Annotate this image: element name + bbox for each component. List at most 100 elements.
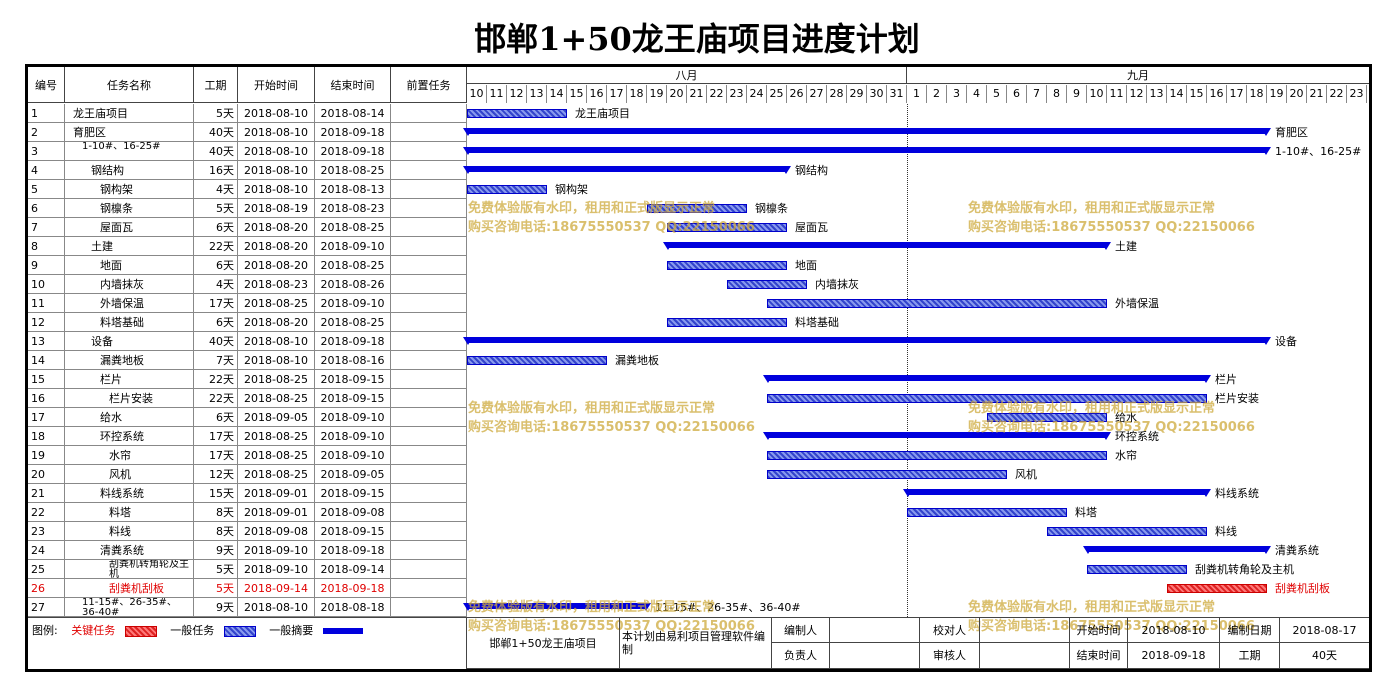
footer-duration-value: 40天 xyxy=(1280,643,1369,669)
task-bar[interactable] xyxy=(767,470,1007,479)
task-id-cell: 8 xyxy=(28,237,65,256)
day-label: 26 xyxy=(787,85,807,103)
task-start-cell: 2018-08-10 xyxy=(238,123,315,142)
day-label: 19 xyxy=(1267,85,1287,103)
footer-start-label: 开始时间 xyxy=(1070,617,1128,643)
summary-bar[interactable] xyxy=(463,337,1271,345)
summary-bar[interactable] xyxy=(463,603,651,611)
day-label: 17 xyxy=(607,85,627,103)
task-start-cell: 2018-08-10 xyxy=(238,161,315,180)
task-bar[interactable] xyxy=(767,299,1107,308)
task-id-cell: 5 xyxy=(28,180,65,199)
day-label: 23 xyxy=(727,85,747,103)
bar-label: 设备 xyxy=(1275,335,1297,348)
task-end-cell: 2018-09-18 xyxy=(315,541,391,560)
task-pred-cell xyxy=(391,389,467,408)
day-label: 11 xyxy=(1107,85,1127,103)
bar-label: 栏片 xyxy=(1215,373,1237,386)
bar-label: 外墙保温 xyxy=(1115,297,1159,310)
task-bar[interactable] xyxy=(667,318,787,327)
summary-bar[interactable] xyxy=(463,147,1271,155)
task-duration-cell: 22天 xyxy=(194,389,238,408)
summary-bar[interactable] xyxy=(463,166,791,174)
day-label: 11 xyxy=(487,85,507,103)
task-duration-cell: 22天 xyxy=(194,237,238,256)
task-bar[interactable] xyxy=(667,223,787,232)
summary-bar[interactable] xyxy=(903,489,1211,497)
task-end-cell: 2018-09-15 xyxy=(315,370,391,389)
task-bar[interactable] xyxy=(907,508,1067,517)
task-id-cell: 1 xyxy=(28,104,65,123)
summary-bar[interactable] xyxy=(463,128,1271,136)
task-pred-cell xyxy=(391,427,467,446)
day-label: 18 xyxy=(627,85,647,103)
task-pred-cell xyxy=(391,560,467,579)
task-start-cell: 2018-09-14 xyxy=(238,579,315,598)
bar-label: 料塔 xyxy=(1075,506,1097,519)
task-id-cell: 13 xyxy=(28,332,65,351)
task-end-cell: 2018-08-13 xyxy=(315,180,391,199)
task-bar[interactable] xyxy=(467,356,607,365)
header-start: 开始时间 xyxy=(238,67,315,103)
task-id-cell: 25 xyxy=(28,560,65,579)
task-name-cell: 环控系统 xyxy=(65,427,194,446)
day-label: 20 xyxy=(667,85,687,103)
task-id-cell: 20 xyxy=(28,465,65,484)
task-id-cell: 26 xyxy=(28,579,65,598)
task-end-cell: 2018-08-25 xyxy=(315,256,391,275)
task-name-cell: 外墙保温 xyxy=(65,294,194,313)
footer-editor-label: 编制人 xyxy=(772,617,830,643)
bar-label: 刮粪机刮板 xyxy=(1275,582,1330,595)
task-duration-cell: 5天 xyxy=(194,104,238,123)
bar-label: 土建 xyxy=(1115,240,1137,253)
task-end-cell: 2018-08-25 xyxy=(315,218,391,237)
task-bar[interactable] xyxy=(727,280,807,289)
bar-label: 给水 xyxy=(1115,411,1137,424)
bar-label: 风机 xyxy=(1015,468,1037,481)
bar-label: 地面 xyxy=(795,259,817,272)
day-label: 3 xyxy=(947,85,967,103)
task-duration-cell: 8天 xyxy=(194,522,238,541)
task-duration-cell: 40天 xyxy=(194,123,238,142)
summary-bar[interactable] xyxy=(1083,546,1271,554)
critical-task-bar[interactable] xyxy=(1167,584,1267,593)
footer-responsible-label: 负责人 xyxy=(772,643,830,669)
task-name-cell: 栏片安装 xyxy=(65,389,194,408)
month-aug: 八月 xyxy=(467,67,907,84)
task-start-cell: 2018-09-10 xyxy=(238,560,315,579)
bar-label: 料线系统 xyxy=(1215,487,1259,500)
task-duration-cell: 6天 xyxy=(194,256,238,275)
task-duration-cell: 4天 xyxy=(194,180,238,199)
task-name-cell: 水帘 xyxy=(65,446,194,465)
summary-bar[interactable] xyxy=(763,432,1111,440)
task-bar[interactable] xyxy=(767,451,1107,460)
task-pred-cell xyxy=(391,161,467,180)
task-bar[interactable] xyxy=(767,394,1207,403)
summary-bar[interactable] xyxy=(663,242,1111,250)
task-bar[interactable] xyxy=(987,413,1107,422)
task-id-cell: 21 xyxy=(28,484,65,503)
day-label: 2 xyxy=(927,85,947,103)
task-bar[interactable] xyxy=(667,261,787,270)
task-bar[interactable] xyxy=(1087,565,1187,574)
task-pred-cell xyxy=(391,446,467,465)
task-id-cell: 14 xyxy=(28,351,65,370)
task-start-cell: 2018-08-20 xyxy=(238,237,315,256)
page-title: 邯郸1+50龙王庙项目进度计划 xyxy=(474,20,920,58)
task-name-cell: 刮粪机转角轮及主机 xyxy=(65,560,194,579)
legend-normal-label: 一般任务 xyxy=(170,624,215,637)
day-label: 12 xyxy=(1127,85,1147,103)
task-name-cell: 给水 xyxy=(65,408,194,427)
task-bar[interactable] xyxy=(467,185,547,194)
day-label: 8 xyxy=(1047,85,1067,103)
task-id-cell: 12 xyxy=(28,313,65,332)
task-bar[interactable] xyxy=(647,204,747,213)
day-label: 5 xyxy=(987,85,1007,103)
task-bar[interactable] xyxy=(467,109,567,118)
footer-checker-value xyxy=(980,617,1070,643)
task-id-cell: 3 xyxy=(28,142,65,161)
summary-bar[interactable] xyxy=(763,375,1211,383)
day-label: 28 xyxy=(827,85,847,103)
day-label: 9 xyxy=(1067,85,1087,103)
task-bar[interactable] xyxy=(1047,527,1207,536)
